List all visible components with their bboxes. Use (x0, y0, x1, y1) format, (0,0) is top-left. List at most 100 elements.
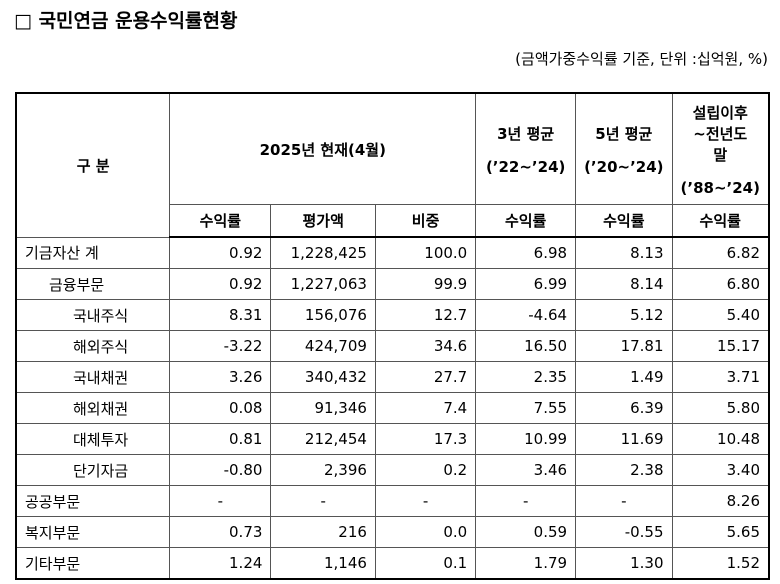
table-row: 단기자금 -0.80 2,396 0.2 3.46 2.38 3.40 (15, 454, 770, 486)
value-cell: - (270, 485, 376, 517)
value-cell: 100.0 (374, 236, 477, 269)
value-cell: 8.14 (575, 268, 673, 300)
subheader-cell: 수익률 (169, 204, 272, 238)
header-line: 3년 평균 (497, 124, 555, 143)
table-row: 대체투자 0.81 212,454 17.3 10.99 11.69 10.48 (15, 423, 770, 455)
value-cell: 0.92 (169, 236, 272, 269)
value-cell: 6.99 (475, 268, 577, 300)
value-cell: 5.40 (671, 299, 770, 331)
value-cell: 27.7 (374, 361, 477, 393)
value-cell: 0.73 (169, 516, 272, 548)
value-cell: 156,076 (270, 299, 376, 331)
value-cell: 99.9 (374, 268, 477, 300)
value-cell: 8.31 (169, 299, 272, 331)
value-cell: 1.49 (575, 361, 673, 393)
row-label: 금융부문 (15, 268, 171, 300)
value-cell: -0.55 (575, 516, 673, 548)
row-label: 기타부문 (15, 547, 171, 580)
header-cell: 5년 평균 (’20~’24) (575, 92, 673, 205)
value-cell: - (575, 485, 673, 517)
value-cell: 17.3 (374, 423, 477, 455)
value-cell: 1.52 (671, 547, 770, 580)
value-cell: 5.65 (671, 516, 770, 548)
subheader-cell: 평가액 (270, 204, 376, 238)
header-line: 5년 평균 (595, 124, 653, 143)
value-cell: 3.46 (475, 454, 577, 486)
subheader-cell: 수익률 (475, 204, 577, 238)
value-cell: 340,432 (270, 361, 376, 393)
returns-table: 구 분 2025년 현재(4월) 3년 평균 (’22~’24) 5년 평균 (’2… (15, 92, 770, 580)
value-cell: 10.48 (671, 423, 770, 455)
table-row: 해외채권 0.08 91,346 7.4 7.55 6.39 5.80 (15, 392, 770, 424)
subheader-cell: 수익률 (575, 204, 673, 238)
row-label: 대체투자 (15, 423, 171, 455)
value-cell: 8.26 (671, 485, 770, 517)
header-row: 구 분 2025년 현재(4월) 3년 평균 (’22~’24) 5년 평균 (’2… (15, 92, 770, 238)
value-cell: 2,396 (270, 454, 376, 486)
value-cell: 8.13 (575, 236, 673, 269)
value-cell: 1.79 (475, 547, 577, 580)
subheader-row: 수익률 평가액 비중 수익률 수익률 수익률 (16, 204, 770, 238)
value-cell: -0.80 (169, 454, 272, 486)
value-cell: 3.71 (671, 361, 770, 393)
value-cell: 0.2 (374, 454, 477, 486)
table-row: 복지부문 0.73 216 0.0 0.59 -0.55 5.65 (15, 516, 770, 548)
value-cell: 216 (270, 516, 376, 548)
value-cell: 7.55 (475, 392, 577, 424)
row-label: 해외채권 (15, 392, 171, 424)
value-cell: - (374, 485, 477, 517)
value-cell: 0.0 (374, 516, 477, 548)
header-cell: 구 분 (15, 92, 171, 238)
row-label: 공공부문 (15, 485, 171, 517)
value-cell: 17.81 (575, 330, 673, 362)
value-cell: 34.6 (374, 330, 477, 362)
header-line: 말 (713, 145, 728, 164)
value-cell: 6.80 (671, 268, 770, 300)
value-cell: 3.40 (671, 454, 770, 486)
table-row: 해외주식 -3.22 424,709 34.6 16.50 17.81 15.17 (15, 330, 770, 362)
unit-note: (금액가중수익률 기준, 단위 :십억원, %) (515, 50, 768, 68)
row-label: 해외주식 (15, 330, 171, 362)
value-cell: 1.24 (169, 547, 272, 580)
table-row: 기타부문 1.24 1,146 0.1 1.79 1.30 1.52 (15, 547, 770, 580)
header-line: (’88~’24) (680, 178, 760, 197)
value-cell: 1,146 (270, 547, 376, 580)
table-row: 금융부문 0.92 1,227,063 99.9 6.99 8.14 6.80 (15, 268, 770, 300)
table-row: 국내주식 8.31 156,076 12.7 -4.64 5.12 5.40 (15, 299, 770, 331)
value-cell: 212,454 (270, 423, 376, 455)
header-line: 설립이후 (692, 103, 748, 122)
row-label: 기금자산 계 (15, 236, 171, 269)
value-cell: 15.17 (671, 330, 770, 362)
value-cell: 1,228,425 (270, 236, 376, 269)
table-row: 국내채권 3.26 340,432 27.7 2.35 1.49 3.71 (15, 361, 770, 393)
row-label: 단기자금 (15, 454, 171, 486)
value-cell: 2.35 (475, 361, 577, 393)
value-cell: - (169, 485, 272, 517)
value-cell: 1.30 (575, 547, 673, 580)
value-cell: -4.64 (475, 299, 577, 331)
title: □ 국민연금 운용수익률현황 (14, 10, 238, 32)
row-label: 국내채권 (15, 361, 171, 393)
value-cell: 5.80 (671, 392, 770, 424)
value-cell: 0.92 (169, 268, 272, 300)
value-cell: 0.08 (169, 392, 272, 424)
value-cell: 3.26 (169, 361, 272, 393)
value-cell: 5.12 (575, 299, 673, 331)
table-row: 공공부문 - - - - -8.26 (15, 485, 770, 517)
value-cell: 12.7 (374, 299, 477, 331)
header-line: (’22~’24) (485, 157, 566, 176)
subheader-cell: 수익률 (671, 204, 770, 238)
header-cell: 2025년 현재(4월) (169, 92, 477, 205)
row-label: 복지부문 (15, 516, 171, 548)
value-cell: - (475, 485, 577, 517)
header-line: ~전년도 (693, 124, 748, 143)
subheader-cell: 비중 (374, 204, 477, 238)
value-cell: 0.59 (475, 516, 577, 548)
row-label: 국내주식 (15, 299, 171, 331)
value-cell: 16.50 (475, 330, 577, 362)
value-cell: 10.99 (475, 423, 577, 455)
value-cell: 6.82 (671, 236, 770, 269)
value-cell: 91,346 (270, 392, 376, 424)
